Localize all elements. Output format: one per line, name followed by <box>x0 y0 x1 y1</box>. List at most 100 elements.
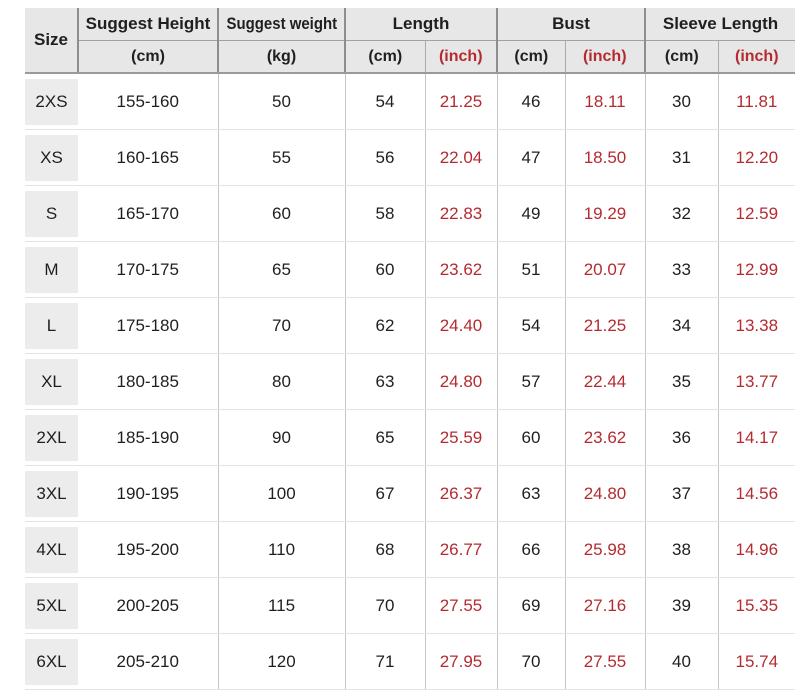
column-header-bust: Bust <box>497 8 646 41</box>
height-cell: 155-160 <box>78 73 219 130</box>
weight-cell: 90 <box>218 409 346 466</box>
sleeve-cm-cell: 36 <box>645 409 719 466</box>
weight-cell: 115 <box>218 577 346 634</box>
size-cell: XL <box>25 353 78 410</box>
size-chart-table: Size Suggest Height Suggest weight Lengt… <box>25 8 796 690</box>
bust-inch-cell: 18.11 <box>565 73 646 130</box>
sleeve-inch-cell: 15.35 <box>718 577 796 634</box>
unit-length-inch: (inch) <box>425 40 498 74</box>
bust-cm-cell: 69 <box>497 577 566 634</box>
bust-inch-cell: 19.29 <box>565 185 646 242</box>
column-header-sleeve-length: Sleeve Length <box>645 8 796 41</box>
sleeve-cm-cell: 37 <box>645 465 719 522</box>
sleeve-cm-cell: 35 <box>645 353 719 410</box>
size-label: S <box>25 190 78 237</box>
length-cm-cell: 54 <box>345 73 426 130</box>
length-cm-cell: 56 <box>345 129 426 186</box>
size-label: 4XL <box>25 526 78 573</box>
length-inch-cell: 24.40 <box>425 297 498 354</box>
length-cm-cell: 63 <box>345 353 426 410</box>
bust-inch-cell: 25.98 <box>565 521 646 578</box>
size-label: 2XS <box>25 78 78 125</box>
sleeve-inch-cell: 11.81 <box>718 73 796 130</box>
size-cell: XS <box>25 129 78 186</box>
sleeve-inch-cell: 14.17 <box>718 409 796 466</box>
height-cell: 165-170 <box>78 185 219 242</box>
length-cm-cell: 62 <box>345 297 426 354</box>
header-group-row: Size Suggest Height Suggest weight Lengt… <box>25 8 796 74</box>
column-header-suggest-weight: Suggest weight <box>218 8 346 41</box>
unit-height-cm: (cm) <box>78 40 219 74</box>
weight-cell: 60 <box>218 185 346 242</box>
size-cell: S <box>25 185 78 242</box>
size-label: M <box>25 246 78 293</box>
weight-cell: 100 <box>218 465 346 522</box>
size-cell: L <box>25 297 78 354</box>
sleeve-cm-cell: 33 <box>645 241 719 298</box>
size-cell: M <box>25 241 78 298</box>
bust-inch-cell: 27.16 <box>565 577 646 634</box>
unit-weight-kg: (kg) <box>218 40 346 74</box>
weight-cell: 80 <box>218 353 346 410</box>
length-cm-cell: 65 <box>345 409 426 466</box>
height-cell: 180-185 <box>78 353 219 410</box>
size-label: 2XL <box>25 414 78 461</box>
bust-cm-cell: 46 <box>497 73 566 130</box>
bust-cm-cell: 51 <box>497 241 566 298</box>
height-cell: 190-195 <box>78 465 219 522</box>
length-inch-cell: 23.62 <box>425 241 498 298</box>
sleeve-cm-cell: 34 <box>645 297 719 354</box>
unit-bust-cm: (cm) <box>497 40 566 74</box>
length-inch-cell: 27.95 <box>425 633 498 690</box>
sleeve-inch-cell: 12.59 <box>718 185 796 242</box>
table-row: 2XS 155-160 50 54 21.25 46 18.11 30 11.81 <box>25 73 796 130</box>
size-label: 6XL <box>25 638 78 685</box>
length-cm-cell: 68 <box>345 521 426 578</box>
bust-cm-cell: 47 <box>497 129 566 186</box>
bust-inch-cell: 23.62 <box>565 409 646 466</box>
length-inch-cell: 26.77 <box>425 521 498 578</box>
height-cell: 160-165 <box>78 129 219 186</box>
sleeve-inch-cell: 14.96 <box>718 521 796 578</box>
table-header: Size Suggest Height Suggest weight Lengt… <box>25 8 796 74</box>
bust-cm-cell: 60 <box>497 409 566 466</box>
bust-inch-cell: 20.07 <box>565 241 646 298</box>
weight-cell: 110 <box>218 521 346 578</box>
unit-bust-inch: (inch) <box>565 40 646 74</box>
bust-cm-cell: 66 <box>497 521 566 578</box>
weight-cell: 50 <box>218 73 346 130</box>
table-row: 4XL 195-200 110 68 26.77 66 25.98 38 14.96 <box>25 521 796 578</box>
size-label: XL <box>25 358 78 405</box>
sleeve-cm-cell: 30 <box>645 73 719 130</box>
weight-cell: 65 <box>218 241 346 298</box>
length-cm-cell: 67 <box>345 465 426 522</box>
length-inch-cell: 25.59 <box>425 409 498 466</box>
size-cell: 6XL <box>25 633 78 690</box>
column-header-suggest-height: Suggest Height <box>78 8 219 41</box>
column-header-length: Length <box>345 8 498 41</box>
length-cm-cell: 71 <box>345 633 426 690</box>
sleeve-inch-cell: 13.77 <box>718 353 796 410</box>
bust-inch-cell: 27.55 <box>565 633 646 690</box>
height-cell: 195-200 <box>78 521 219 578</box>
sleeve-inch-cell: 12.99 <box>718 241 796 298</box>
size-label: XS <box>25 134 78 181</box>
bust-inch-cell: 22.44 <box>565 353 646 410</box>
height-cell: 205-210 <box>78 633 219 690</box>
size-cell: 3XL <box>25 465 78 522</box>
size-cell: 4XL <box>25 521 78 578</box>
height-cell: 200-205 <box>78 577 219 634</box>
bust-cm-cell: 54 <box>497 297 566 354</box>
sleeve-cm-cell: 38 <box>645 521 719 578</box>
table-body: 2XS 155-160 50 54 21.25 46 18.11 30 11.81 XS 160-1… <box>25 73 796 690</box>
length-inch-cell: 27.55 <box>425 577 498 634</box>
sleeve-cm-cell: 31 <box>645 129 719 186</box>
table-row: 5XL 200-205 115 70 27.55 69 27.16 39 15.35 <box>25 577 796 634</box>
unit-sleeve-cm: (cm) <box>645 40 719 74</box>
length-cm-cell: 58 <box>345 185 426 242</box>
sleeve-cm-cell: 32 <box>645 185 719 242</box>
bust-cm-cell: 70 <box>497 633 566 690</box>
table-row: 3XL 190-195 100 67 26.37 63 24.80 37 14.56 <box>25 465 796 522</box>
height-cell: 170-175 <box>78 241 219 298</box>
